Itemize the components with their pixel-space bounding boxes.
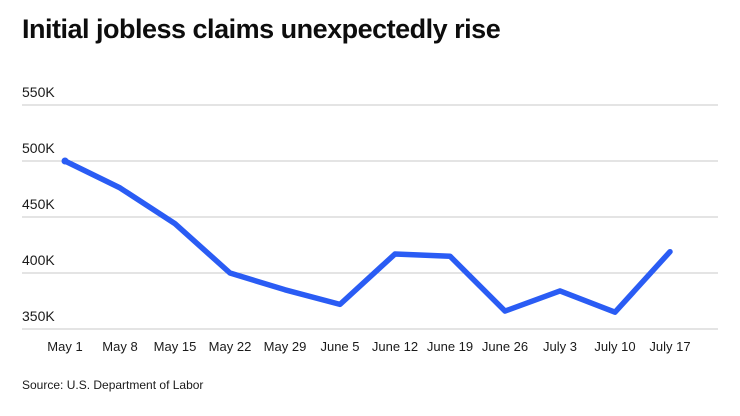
x-tick-label: May 1 xyxy=(47,339,82,354)
data-line xyxy=(62,158,673,315)
y-tick-label: 350K xyxy=(22,308,55,324)
y-tick-label: 450K xyxy=(22,196,55,212)
x-tick-label: June 19 xyxy=(427,339,473,354)
x-tick-label: May 8 xyxy=(102,339,137,354)
x-tick-label: July 17 xyxy=(649,339,690,354)
x-tick-label: May 29 xyxy=(264,339,307,354)
source-attribution: Source: U.S. Department of Labor xyxy=(22,378,204,392)
y-tick-label: 500K xyxy=(22,140,55,156)
y-tick-label: 400K xyxy=(22,252,55,268)
x-tick-label: May 15 xyxy=(154,339,197,354)
x-tick-label: June 5 xyxy=(320,339,359,354)
x-tick-label: May 22 xyxy=(209,339,252,354)
x-tick-label: July 10 xyxy=(594,339,635,354)
x-tick-label: June 26 xyxy=(482,339,528,354)
data-point-start xyxy=(61,157,69,165)
chart-title: Initial jobless claims unexpectedly rise xyxy=(22,14,501,44)
y-tick-label: 550K xyxy=(22,84,55,100)
x-tick-label: June 12 xyxy=(372,339,418,354)
x-tick-label: July 3 xyxy=(543,339,577,354)
